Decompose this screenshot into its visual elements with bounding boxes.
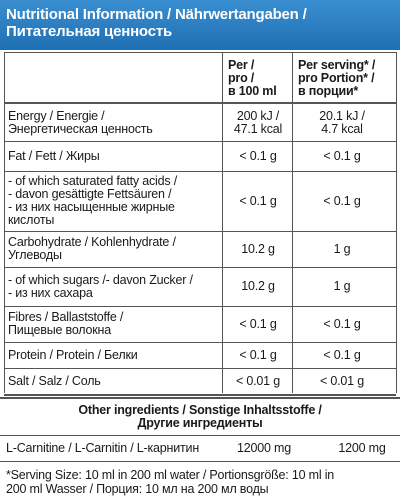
row-label: - of which saturated fatty acids / bbox=[8, 174, 177, 188]
row-label: кислоты bbox=[8, 213, 55, 227]
per-100-value: 47.1 kcal bbox=[233, 121, 283, 136]
per-100-value: 10.2 g bbox=[241, 241, 275, 256]
table-border bbox=[4, 52, 5, 393]
row-label: - of which sugars /- davon Zucker / bbox=[8, 272, 193, 287]
per-100-value: < 0.1 g bbox=[239, 193, 277, 208]
other-title: Other ingredients / Sonstige Inhaltsstof… bbox=[78, 403, 322, 417]
column-head: в порции* bbox=[298, 83, 359, 98]
header-title: Питательная ценность bbox=[6, 23, 173, 40]
footnote: *Serving Size: 10 ml in 200 ml water / P… bbox=[6, 468, 335, 482]
per-100-value: < 0.1 g bbox=[239, 347, 277, 362]
per-serving-value: 1 g bbox=[333, 279, 351, 293]
other-title: Другие ингредиенты bbox=[137, 416, 263, 430]
per-serving-value: < 0.1 g bbox=[323, 148, 361, 163]
row-label: - из них сахара bbox=[8, 285, 93, 300]
row-label: Salt / Salz / Соль bbox=[8, 373, 101, 388]
per-serving-value: 1 g bbox=[333, 241, 351, 256]
table-border bbox=[4, 52, 396, 53]
per-serving-value: < 0.1 g bbox=[323, 193, 361, 208]
column-divider bbox=[292, 52, 293, 393]
per-100-value: < 0.1 g bbox=[239, 148, 277, 163]
per-serving-value: < 0.1 g bbox=[323, 347, 361, 362]
row-rule bbox=[4, 267, 396, 268]
column-divider bbox=[222, 52, 223, 393]
row-rule bbox=[4, 141, 396, 142]
row-rule bbox=[4, 394, 396, 396]
per-100-value: 12000 mg bbox=[237, 441, 291, 455]
row-rule bbox=[4, 171, 396, 172]
per-100-value: < 0.1 g bbox=[239, 316, 277, 331]
row-rule bbox=[4, 368, 396, 369]
row-label: Fibres / Ballaststoffe / bbox=[8, 310, 124, 324]
section-rule bbox=[0, 397, 400, 399]
per-serving-value: 1200 mg bbox=[338, 441, 386, 455]
row-rule bbox=[4, 306, 396, 307]
per-100-value: 200 kJ / bbox=[236, 108, 280, 123]
per-serving-value: 4.7 kcal bbox=[321, 121, 363, 136]
row-label: Углеводы bbox=[8, 248, 62, 262]
section-rule bbox=[0, 461, 400, 462]
per-serving-value: 20.1 kJ / bbox=[319, 108, 365, 123]
ingredient-label: L-Carnitine / L-Carnitin / L-карнитин bbox=[6, 441, 200, 455]
header-title: Nutritional Information / Nährwertangabe… bbox=[6, 6, 307, 23]
column-head: в 100 ml bbox=[228, 83, 277, 98]
section-rule bbox=[0, 435, 400, 436]
row-label: - из них насыщенные жирные bbox=[8, 200, 175, 214]
per-100-value: 10.2 g bbox=[241, 279, 275, 293]
per-serving-value: < 0.1 g bbox=[323, 316, 361, 331]
row-rule bbox=[4, 342, 396, 343]
row-label: Energy / Energie / bbox=[8, 108, 105, 123]
row-label: Fat / Fett / Жиры bbox=[8, 148, 100, 163]
column-head: Per serving* / bbox=[298, 57, 376, 72]
row-label: Carbohydrate / Kohlenhydrate / bbox=[8, 235, 176, 249]
per-serving-value: < 0.01 g bbox=[320, 373, 364, 388]
row-label: Пищевые волокна bbox=[8, 323, 111, 337]
column-head: pro / bbox=[228, 70, 255, 85]
row-label: - davon gesättigte Fettsäuren / bbox=[8, 187, 172, 201]
row-label: Энергетическая ценность bbox=[8, 121, 153, 136]
header-rule bbox=[4, 102, 396, 104]
row-label: Protein / Protein / Белки bbox=[8, 347, 138, 362]
column-head: Per / bbox=[228, 57, 255, 72]
per-100-value: < 0.01 g bbox=[236, 373, 280, 388]
column-head: pro Portion* / bbox=[298, 70, 375, 85]
table-border bbox=[396, 52, 397, 393]
row-rule bbox=[4, 231, 396, 232]
header-band bbox=[0, 0, 400, 50]
footnote: 200 ml Wasser / Порция: 10 мл на 200 мл … bbox=[6, 482, 269, 496]
